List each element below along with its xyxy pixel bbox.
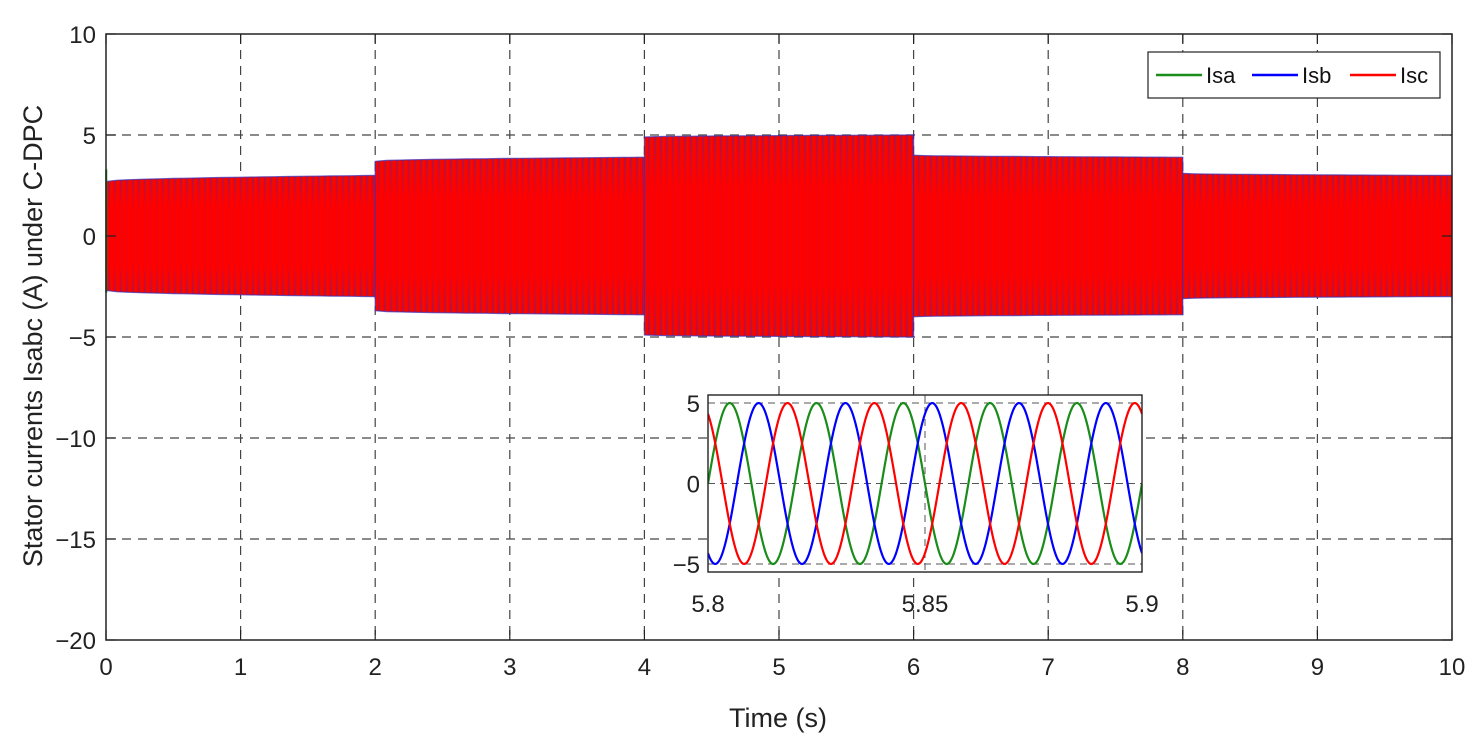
- waveform-core: [644, 135, 914, 337]
- main-plot: 0 1 2 3 4 5 6 7 8 9 10 10 5 0 −5 −10 −15 −20: [55, 22, 1465, 681]
- y-tick-label: −15: [55, 527, 96, 554]
- legend-label-isa: Isa: [1206, 63, 1236, 88]
- inset-frame: [707, 394, 1143, 573]
- inset-x-tick-label: 5.9: [1125, 591, 1158, 618]
- inset-y-tick-label: 0: [687, 472, 700, 499]
- inset-ticks: 5 0 −5 5.8 5.85 5.9: [673, 391, 1159, 618]
- y-tick-label: −10: [55, 426, 96, 453]
- waveform-edge: [643, 134, 915, 338]
- x-tick-label: 1: [234, 654, 247, 681]
- x-tick-label: 9: [1311, 654, 1324, 681]
- x-tick-label: 6: [907, 654, 920, 681]
- waveform-core: [913, 155, 1183, 317]
- current-waveforms: [105, 134, 1453, 338]
- y-tick-label: −5: [69, 325, 96, 352]
- x-axis-label: Time (s): [729, 703, 827, 733]
- x-tick-label: 0: [99, 654, 112, 681]
- y-tick-label: 10: [69, 22, 96, 49]
- y-tick-label: 0: [83, 224, 96, 251]
- inset-series-isa: [708, 401, 1142, 566]
- legend: Isa Isb Isc: [1147, 51, 1441, 99]
- inset-waveforms: [708, 401, 1142, 566]
- x-tick-label: 10: [1439, 654, 1466, 681]
- x-tick-label: 2: [369, 654, 382, 681]
- inset-x-tick-label: 5.8: [691, 591, 724, 618]
- y-tick-label: −20: [55, 628, 96, 655]
- waveform-edge: [913, 154, 1184, 318]
- waveform-core: [1182, 173, 1452, 299]
- y-axis-label: Stator currents Isabc (A) under C-DPC: [18, 105, 48, 567]
- inset-y-tick-label: 5: [687, 391, 700, 418]
- x-tick-label: 3: [503, 654, 516, 681]
- legend-label-isc: Isc: [1400, 63, 1428, 88]
- x-tick-label: 8: [1176, 654, 1189, 681]
- inset-x-tick-label: 5.85: [902, 591, 949, 618]
- x-tick-label: 5: [772, 654, 785, 681]
- waveform-core: [375, 157, 645, 315]
- legend-label-isb: Isb: [1302, 63, 1331, 88]
- x-tick-label: 4: [638, 654, 651, 681]
- waveform-core: [106, 175, 376, 297]
- y-tick-label: 5: [83, 123, 96, 150]
- ticks: 0 1 2 3 4 5 6 7 8 9 10 10 5 0 −5 −10 −15 −20: [55, 22, 1465, 681]
- inset-series-isb: [708, 401, 1142, 566]
- x-tick-label: 7: [1042, 654, 1055, 681]
- inset-series-isc: [708, 401, 1142, 566]
- inset-y-tick-label: −5: [673, 552, 700, 579]
- inset-plot: 5 0 −5 5.8 5.85 5.9: [673, 391, 1159, 618]
